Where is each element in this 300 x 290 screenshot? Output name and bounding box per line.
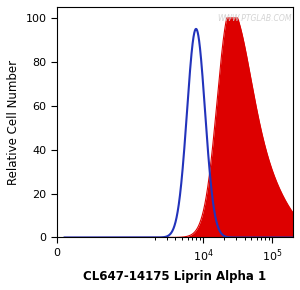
Y-axis label: Relative Cell Number: Relative Cell Number	[7, 60, 20, 185]
Text: WWW.PTGLAB.COM: WWW.PTGLAB.COM	[218, 14, 292, 23]
X-axis label: CL647-14175 Liprin Alpha 1: CL647-14175 Liprin Alpha 1	[83, 270, 266, 283]
